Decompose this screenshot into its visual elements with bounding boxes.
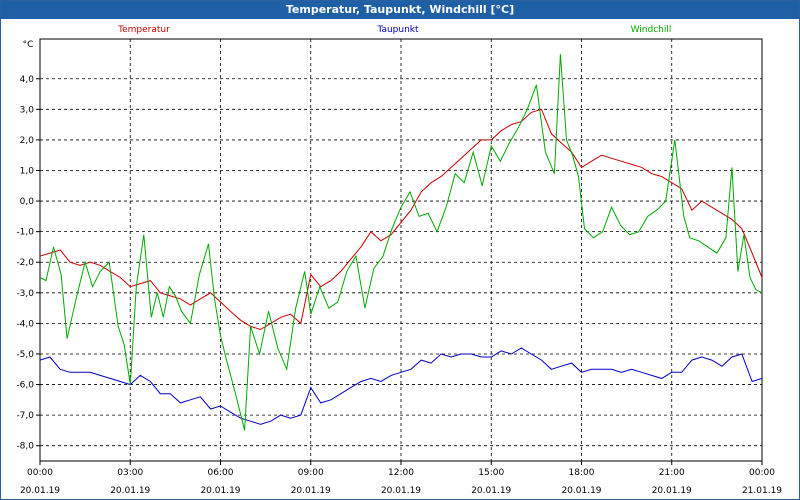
y-tick-label: -7,0 <box>16 411 34 421</box>
grid-layer <box>40 39 762 461</box>
x-tick-date: 20.01.19 <box>652 486 692 496</box>
y-tick-label: -5,0 <box>16 350 34 360</box>
x-tick-time: 09:00 <box>298 468 324 478</box>
y-tick-label: -8,0 <box>16 442 34 452</box>
legend-entry-windchill: Windchill <box>631 25 672 35</box>
axis-layer: 4,0 3,0 2,0 1,0 0,0 -1,0 -2,0 -3,0 -4,0 -5,0 -6,0 -… <box>16 40 782 496</box>
x-tick-time: 21:00 <box>659 468 685 478</box>
legend-entry-temperatur: Temperatur <box>117 25 170 35</box>
x-tick-date: 20.01.19 <box>110 486 150 496</box>
y-tick-label: -6,0 <box>16 381 34 391</box>
y-tick-label: 0,0 <box>20 197 35 207</box>
series-line-temperatur <box>39 108 763 331</box>
x-tick-time: 03:00 <box>117 468 143 478</box>
x-tick-time: 06:00 <box>208 468 234 478</box>
x-tick-date: 20.01.19 <box>20 486 60 496</box>
series-line-windchill <box>39 54 763 431</box>
y-tick-label: -4,0 <box>16 319 34 329</box>
y-tick-label: 1,0 <box>20 166 35 176</box>
x-tick-time: 18:00 <box>569 468 595 478</box>
x-tick-time: 00:00 <box>27 468 53 478</box>
chart-svg: 4,0 3,0 2,0 1,0 0,0 -1,0 -2,0 -3,0 -4,0 -5,0 -6,0 -… <box>16 25 782 496</box>
x-tick-time: 12:00 <box>388 468 414 478</box>
y-tick-label: -1,0 <box>16 228 34 238</box>
x-tick-date: 20.01.19 <box>471 486 511 496</box>
x-tick-date: 21.01.19 <box>742 486 782 496</box>
x-tick-date: 20.01.19 <box>561 486 601 496</box>
legend-layer: Temperatur Taupunkt Windchill <box>117 25 671 35</box>
window-title: Temperatur, Taupunkt, Windchill [°C] <box>1 1 799 19</box>
y-tick-label: 2,0 <box>20 136 35 146</box>
x-tick-date: 20.01.19 <box>200 486 240 496</box>
y-tick-label: -3,0 <box>16 289 34 299</box>
x-tick-date: 20.01.19 <box>381 486 421 496</box>
y-tick-label: 4,0 <box>20 75 35 85</box>
x-tick-date: 20.01.19 <box>291 486 331 496</box>
y-axis-label: °C <box>23 40 34 50</box>
x-tick-time: 00:00 <box>749 468 775 478</box>
series-line-taupunkt <box>39 347 763 425</box>
series-layer <box>39 54 763 431</box>
y-tick-label: 3,0 <box>20 105 35 115</box>
y-tick-label: -2,0 <box>16 258 34 268</box>
legend-entry-taupunkt: Taupunkt <box>376 25 419 35</box>
x-tick-time: 15:00 <box>478 468 504 478</box>
